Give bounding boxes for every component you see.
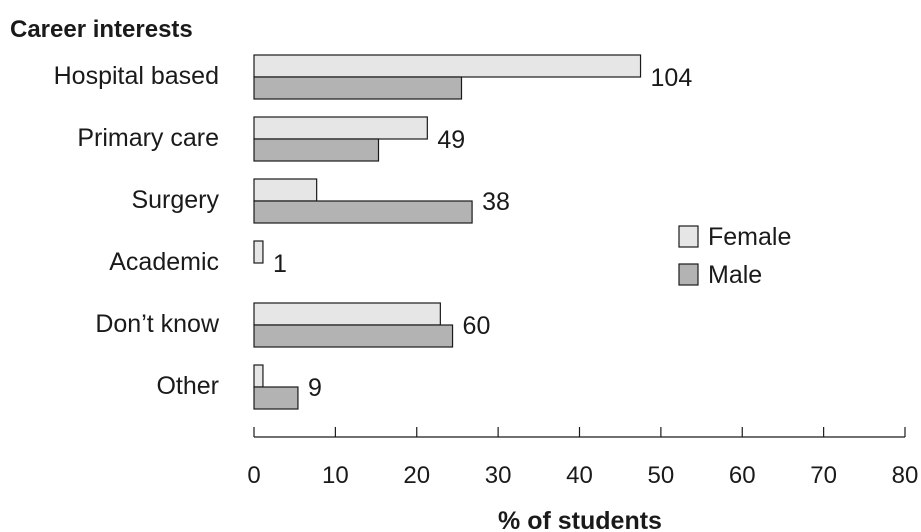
category-label-surgery: Surgery — [131, 186, 219, 214]
count-label-surgery: 38 — [482, 188, 510, 216]
bar-female-academic — [253, 240, 264, 264]
legend-swatch-male — [678, 263, 699, 286]
bar-female-hospital-based — [253, 54, 642, 78]
x-tick-label-20: 20 — [403, 462, 430, 489]
bar-male-surgery — [253, 200, 473, 224]
count-label-hospital-based: 104 — [651, 64, 693, 92]
category-label-academic: Academic — [109, 248, 219, 276]
legend-swatch-female — [678, 225, 699, 248]
x-tick-label-40: 40 — [566, 462, 593, 489]
count-label-other: 9 — [308, 374, 322, 402]
bar-female-don-t-know — [253, 302, 441, 326]
x-axis-title: % of students — [498, 507, 662, 532]
bar-male-don-t-know — [253, 324, 454, 348]
bar-female-other — [253, 364, 264, 388]
x-tick-label-80: 80 — [892, 462, 919, 489]
x-tick-label-60: 60 — [729, 462, 756, 489]
x-tick-label-10: 10 — [322, 462, 349, 489]
category-label-don-t-know: Don’t know — [95, 310, 220, 338]
count-label-academic: 1 — [273, 250, 287, 278]
x-tick-label-50: 50 — [648, 462, 675, 489]
bar-female-surgery — [253, 178, 318, 202]
x-tick-label-0: 0 — [247, 462, 260, 489]
category-label-hospital-based: Hospital based — [54, 62, 219, 90]
bar-male-other — [253, 386, 299, 410]
count-label-don-t-know: 60 — [463, 312, 491, 340]
x-tick-label-70: 70 — [810, 462, 837, 489]
bar-female-primary-care — [253, 116, 428, 140]
legend-label-female: Female — [708, 223, 791, 251]
legend: Female Male — [678, 223, 791, 289]
legend-label-male: Male — [708, 261, 762, 289]
chart-title: Career interests — [10, 16, 193, 43]
count-label-primary-care: 49 — [437, 126, 465, 154]
x-axis: 0 10 20 30 40 50 60 70 80 — [247, 427, 918, 489]
category-label-other: Other — [156, 372, 219, 400]
bars-group: Hospital based 104 Primary care 49 Surgery 38… — [54, 54, 693, 410]
bar-male-primary-care — [253, 138, 380, 162]
category-label-primary-care: Primary care — [77, 124, 219, 152]
x-tick-label-30: 30 — [485, 462, 512, 489]
bar-male-hospital-based — [253, 76, 463, 100]
